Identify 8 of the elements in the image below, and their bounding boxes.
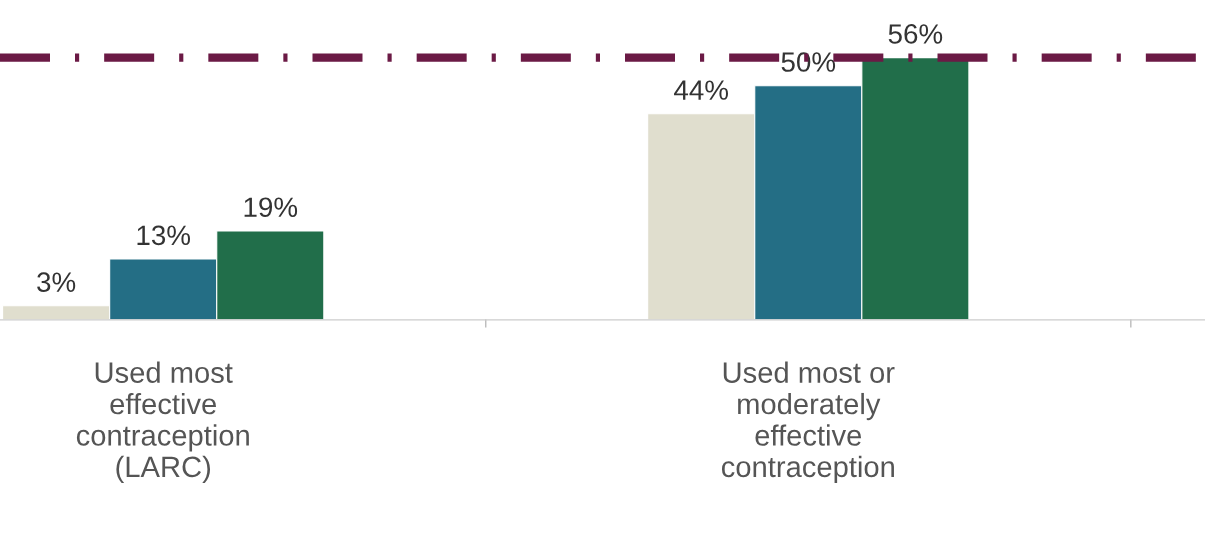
data-label: 56% [888, 24, 943, 44]
x-tick-label: Used most or moderately effective contraception [721, 361, 895, 483]
x-tick-label: Used most effective contraception (LARC) [76, 361, 249, 483]
data-label: 3% [37, 272, 76, 292]
data-label: 44% [674, 80, 729, 100]
data-label: 19% [244, 197, 298, 218]
data-label: 13% [137, 225, 191, 246]
data-label: 50% [781, 52, 836, 72]
